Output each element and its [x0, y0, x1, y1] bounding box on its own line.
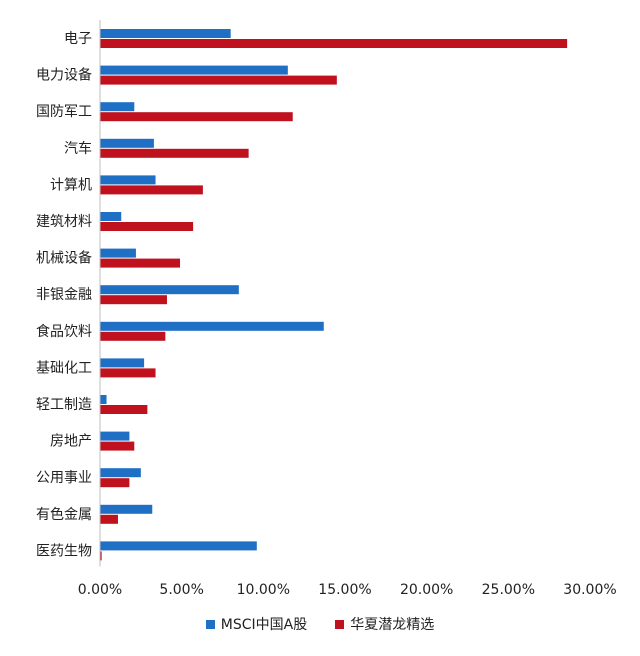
bar-huaxia: [100, 478, 130, 488]
bar-msci: [100, 321, 324, 331]
x-tick-label: 30.00%: [563, 582, 616, 598]
bar-huaxia: [100, 551, 102, 561]
legend-swatch-series-2: [335, 619, 345, 629]
bar-msci: [100, 468, 141, 478]
x-tick-label: 20.00%: [400, 582, 453, 598]
bar-huaxia: [100, 441, 135, 451]
bar-huaxia: [100, 39, 568, 48]
bar-huaxia: [100, 295, 167, 305]
category-label: 建筑材料: [36, 214, 92, 230]
x-tick-label: 15.00%: [318, 582, 371, 598]
bar-msci: [100, 358, 145, 368]
bar-msci: [100, 29, 231, 38]
bar-huaxia: [100, 514, 118, 524]
legend-label-series-2: 华夏潜龙精选: [350, 617, 435, 633]
legend-item-series-2: 华夏潜龙精选: [335, 614, 434, 634]
bar-huaxia: [100, 112, 293, 122]
bar-msci: [100, 138, 154, 148]
category-label: 有色金属: [36, 506, 92, 523]
legend: MSCI中国A股 华夏潜龙精选: [0, 614, 640, 634]
x-tick-label: 5.00%: [159, 582, 203, 598]
category-label: 计算机: [50, 177, 92, 193]
bar-huaxia: [100, 258, 181, 268]
bar-msci: [100, 175, 156, 185]
legend-item-series-1: MSCI中国A股: [205, 614, 308, 634]
category-label: 电力设备: [36, 67, 92, 84]
bar-msci: [100, 248, 136, 258]
bar-huaxia: [100, 185, 203, 195]
bar-huaxia: [100, 148, 249, 158]
bar-msci: [100, 102, 135, 112]
bar-msci: [100, 285, 239, 295]
category-label: 基础化工: [36, 359, 92, 376]
bar-msci: [100, 541, 257, 551]
legend-label-series-1: MSCI中国A股: [220, 617, 308, 633]
bar-msci: [100, 212, 122, 221]
x-tick-label: 0.00%: [78, 582, 122, 598]
x-tick-label: 10.00%: [237, 582, 290, 598]
category-label: 轻工制造: [36, 397, 92, 413]
x-tick-labels: 0.00% 5.00% 10.00% 15.00% 20.00% 25.00% 30.00%: [78, 582, 617, 598]
category-label: 公用事业: [36, 470, 92, 486]
legend-swatch-series-1: [205, 619, 215, 629]
bar-msci: [100, 395, 107, 404]
category-label: 非银金融: [36, 287, 92, 303]
bar-huaxia: [100, 331, 166, 341]
bar-huaxia: [100, 368, 156, 378]
bars: [100, 29, 568, 561]
category-label: 房地产: [50, 434, 92, 450]
category-label: 机械设备: [36, 250, 92, 267]
x-tick-label: 25.00%: [482, 582, 535, 598]
bar-msci: [100, 65, 288, 75]
category-label: 国防军工: [36, 104, 92, 120]
bar-huaxia: [100, 405, 148, 414]
bar-huaxia: [100, 222, 194, 231]
category-label: 电子: [64, 31, 92, 47]
category-label: 医药生物: [36, 543, 92, 559]
category-label: 食品饮料: [36, 323, 92, 340]
category-label: 汽车: [64, 140, 92, 157]
bar-huaxia: [100, 75, 337, 85]
bar-msci: [100, 504, 153, 514]
bar-msci: [100, 431, 130, 441]
category-labels: 电子电力设备国防军工汽车计算机建筑材料机械设备非银金融食品饮料基础化工轻工制造房…: [36, 31, 92, 559]
